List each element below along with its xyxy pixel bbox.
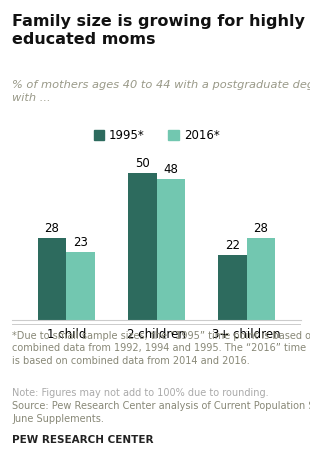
- Text: % of mothers ages 40 to 44 with a postgraduate degree
with ...: % of mothers ages 40 to 44 with a postgr…: [12, 80, 310, 103]
- Text: 23: 23: [73, 237, 88, 249]
- Text: 22: 22: [225, 239, 240, 252]
- Bar: [38, 238, 66, 320]
- Bar: [247, 238, 276, 320]
- Text: PEW RESEARCH CENTER: PEW RESEARCH CENTER: [12, 435, 154, 445]
- Text: Family size is growing for highly
educated moms: Family size is growing for highly educat…: [12, 14, 305, 47]
- Bar: [66, 252, 95, 320]
- Bar: [218, 255, 247, 320]
- Text: 50: 50: [135, 157, 149, 170]
- Text: *Due to small sample sizes, the “1995” time point is based on
combined data from: *Due to small sample sizes, the “1995” t…: [12, 331, 310, 366]
- Bar: [157, 179, 185, 320]
- Text: Source: Pew Research Center analysis of Current Population Survey
June Supplemen: Source: Pew Research Center analysis of …: [12, 401, 310, 424]
- Text: 28: 28: [254, 222, 268, 235]
- Text: 28: 28: [45, 222, 60, 235]
- Legend: 1995*, 2016*: 1995*, 2016*: [89, 124, 224, 146]
- Bar: [128, 173, 157, 320]
- Text: 48: 48: [164, 163, 178, 176]
- Text: Note: Figures may not add to 100% due to rounding.: Note: Figures may not add to 100% due to…: [12, 388, 269, 398]
